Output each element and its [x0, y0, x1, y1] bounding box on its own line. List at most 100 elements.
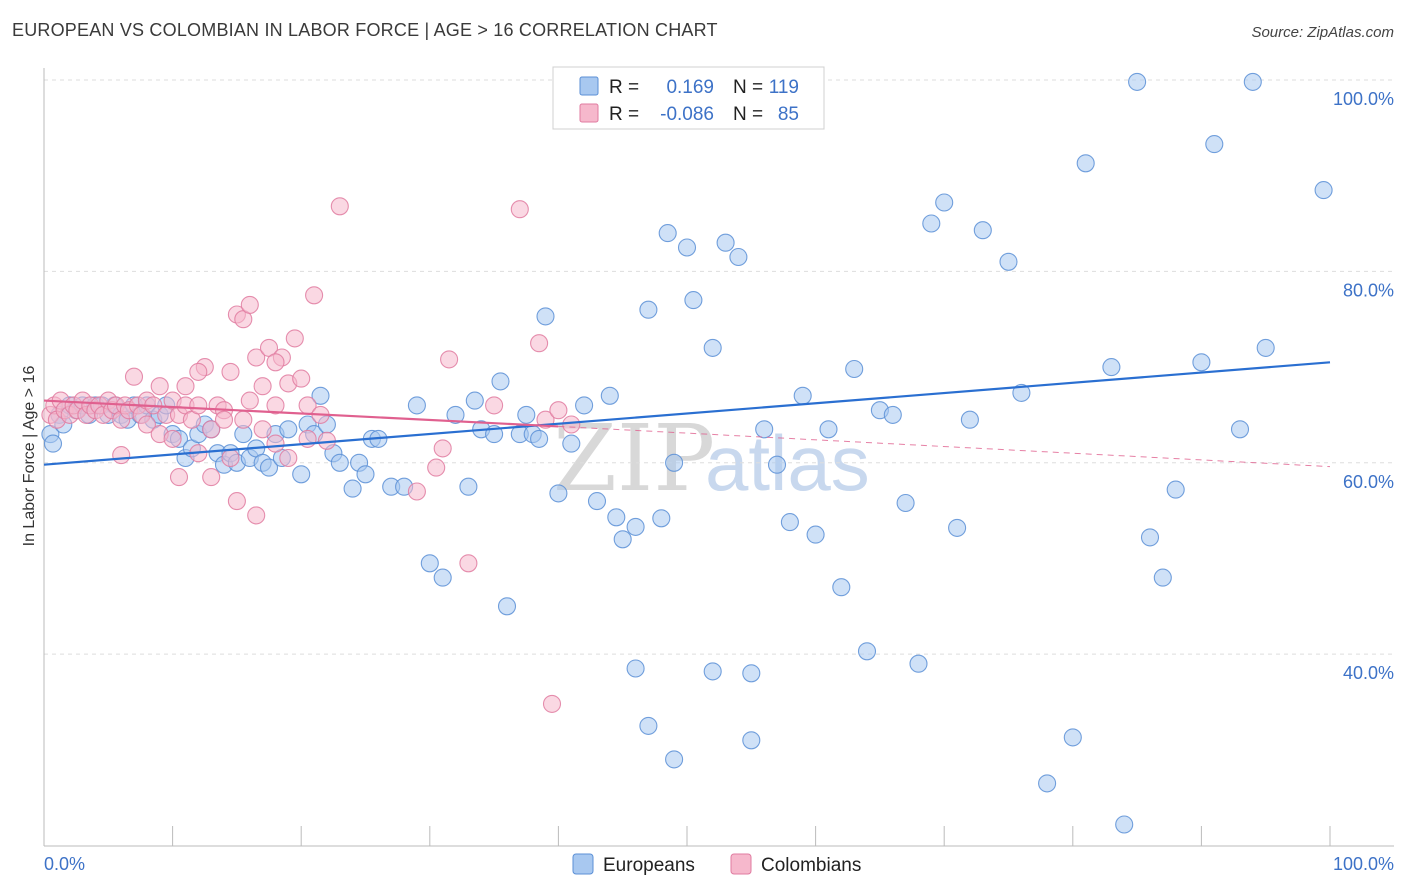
europeans-point-54: [420, 554, 439, 573]
europeans-point-106: [1038, 774, 1057, 793]
colombians-point-73: [562, 415, 581, 434]
europeans-point-96: [883, 405, 902, 424]
legend-n-label-colombians: N =: [733, 104, 763, 125]
europeans-point-58: [465, 391, 484, 410]
colombians-trend-line: [43, 399, 559, 428]
europeans-point-119: [1256, 338, 1275, 357]
europeans-point-71: [587, 492, 607, 511]
europeans-point-70: [575, 396, 594, 415]
europeans-point-72: [600, 386, 619, 405]
europeans-point-113: [1153, 568, 1172, 587]
series-europeans-points: [41, 72, 1333, 834]
europeans-point-111: [1128, 72, 1147, 91]
europeans-point-38: [279, 420, 298, 439]
europeans-point-114: [1166, 480, 1185, 499]
trend-lines: [43, 361, 1331, 468]
colombians-point-72: [549, 401, 568, 420]
europeans-point-56: [446, 405, 465, 424]
europeans-point-75: [626, 517, 645, 536]
correlation-legend: R = 0.169 N = 119 R = -0.086 N = 85: [552, 66, 825, 130]
legend-bottom-label-colombians: Colombians: [761, 855, 861, 876]
europeans-point-39: [292, 465, 311, 484]
europeans-point-99: [922, 214, 941, 233]
europeans-point-101: [948, 518, 967, 537]
europeans-point-53: [407, 396, 426, 415]
europeans-point-100: [935, 193, 954, 212]
europeans-point-118: [1243, 72, 1262, 91]
europeans-point-35: [259, 458, 279, 477]
europeans-point-61: [491, 372, 510, 391]
series-colombians-points: [41, 197, 581, 713]
europeans-point-73: [607, 508, 626, 527]
colombians-trend-extension: [558, 425, 1331, 468]
colombians-point-70: [530, 334, 549, 353]
europeans-point-74: [613, 530, 632, 549]
colombians-point-76: [137, 415, 156, 434]
colombians-point-64: [427, 458, 446, 477]
europeans-point-45: [330, 453, 349, 472]
legend-bottom-swatch-europeans: [572, 853, 594, 875]
europeans-point-97: [896, 493, 915, 513]
legend-r-value-europeans: 0.169: [666, 77, 714, 98]
europeans-point-124: [639, 716, 658, 735]
europeans-point-64: [517, 405, 536, 424]
europeans-point-81: [684, 291, 703, 310]
europeans-point-86: [755, 420, 774, 439]
europeans-point-108: [1076, 154, 1095, 173]
x-tick-label-max: 100.0%: [1333, 854, 1394, 874]
colombians-point-80: [214, 410, 234, 429]
europeans-point-92: [832, 578, 851, 597]
colombians-point-68: [485, 396, 504, 415]
europeans-point-125: [626, 659, 645, 678]
y-tick-labels: 40.0% 60.0% 80.0% 100.0%: [1333, 89, 1394, 683]
legend-swatch-colombians: [579, 103, 599, 123]
europeans-point-80: [677, 238, 697, 257]
colombians-point-57: [266, 434, 285, 453]
source-label: Source: ZipAtlas.com: [1251, 24, 1394, 41]
colombians-point-55: [247, 506, 266, 525]
legend-bottom-swatch-colombians: [730, 853, 752, 875]
europeans-point-85: [742, 731, 761, 750]
colombians-point-46: [285, 329, 304, 348]
europeans-point-112: [1140, 528, 1160, 547]
europeans-point-94: [857, 642, 877, 661]
colombians-point-41: [253, 377, 272, 396]
colombians-point-84: [234, 410, 253, 429]
europeans-point-62: [497, 597, 517, 616]
colombians-point-43: [266, 396, 285, 415]
europeans-point-77: [652, 509, 671, 528]
colombians-point-62: [330, 197, 349, 216]
europeans-trend-line: [43, 361, 1331, 466]
colombians-point-78: [176, 377, 195, 396]
colombians-point-81: [240, 391, 259, 410]
colombians-point-31: [189, 396, 208, 415]
colombians-point-40: [247, 348, 266, 367]
europeans-point-69: [562, 434, 581, 453]
europeans-point-117: [1230, 420, 1250, 439]
legend-r-value-colombians: -0.086: [660, 104, 714, 125]
legend-n-value-colombians: 85: [778, 104, 799, 125]
colombians-point-82: [266, 353, 285, 372]
y-tick-label-40: 40.0%: [1343, 663, 1394, 683]
colombians-point-56: [253, 420, 272, 439]
europeans-point-122: [703, 662, 722, 681]
x-axis-ticks: [43, 826, 1331, 846]
y-axis-label: In Labor Force | Age > 16: [21, 366, 38, 547]
colombians-point-83: [163, 429, 182, 448]
europeans-point-121: [742, 664, 761, 683]
legend-bottom-label-europeans: Europeans: [603, 855, 695, 876]
europeans-point-102: [960, 410, 979, 429]
europeans-point-83: [716, 233, 735, 252]
gridlines: [44, 79, 1394, 655]
europeans-point-48: [356, 465, 375, 484]
colombians-point-63: [407, 482, 426, 501]
europeans-point-68: [549, 484, 568, 503]
europeans-point-42: [311, 386, 330, 405]
legend-n-value-europeans: 119: [769, 77, 799, 98]
europeans-point-90: [806, 525, 825, 544]
europeans-point-46: [343, 479, 362, 498]
colombians-point-79: [189, 362, 208, 381]
y-tick-label-80: 80.0%: [1343, 280, 1394, 300]
europeans-point-103: [973, 221, 992, 240]
europeans-point-123: [665, 750, 684, 769]
